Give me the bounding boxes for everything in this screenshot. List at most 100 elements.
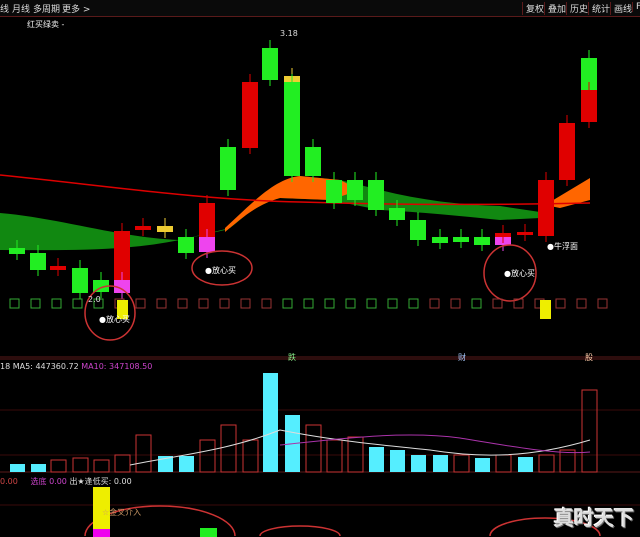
volume-bar (179, 456, 194, 472)
signal-square (9, 298, 20, 309)
candle (199, 203, 215, 237)
volume-bar (453, 454, 470, 473)
volume-bar (411, 455, 426, 472)
signal-square (576, 298, 587, 309)
signal-square (51, 298, 62, 309)
candle (114, 280, 130, 293)
candle (581, 58, 597, 90)
volume-bar (538, 454, 555, 473)
highlight-circle (489, 517, 601, 537)
signal-square (30, 298, 41, 309)
signal-square (324, 298, 335, 309)
tab-monthly[interactable]: 月线 (12, 5, 31, 15)
candle (538, 180, 554, 236)
marker-cai: 财 (458, 353, 466, 362)
signal-square (345, 298, 356, 309)
volume-bar (369, 447, 384, 472)
candle (453, 237, 469, 242)
bottom-bar (93, 487, 110, 529)
candle (326, 180, 342, 203)
btn-fuquan[interactable]: 复权 (522, 2, 547, 15)
volume-bar (114, 454, 131, 473)
indicator-title: 红买绿卖 - (27, 20, 65, 29)
candle (157, 226, 173, 232)
signal-square (198, 298, 209, 309)
tab-more[interactable]: 更多 > (62, 5, 91, 15)
volume-bar (390, 450, 405, 472)
signal-square (219, 298, 230, 309)
highlight-circle (84, 505, 236, 537)
ma-line (0, 174, 591, 206)
signal-square (240, 298, 251, 309)
candle (9, 248, 25, 254)
volume-bar (135, 434, 152, 473)
candle (410, 220, 426, 240)
bottom-bar (200, 528, 217, 537)
btn-f[interactable]: F (632, 2, 640, 12)
signal-square (303, 298, 314, 309)
signal-square (156, 298, 167, 309)
signal-label: ●放心买 (99, 315, 130, 324)
volume-bar (199, 439, 216, 473)
btn-history[interactable]: 历史 (566, 2, 591, 15)
candle (242, 82, 258, 148)
ma-band-green (0, 176, 540, 251)
signal-square (93, 298, 104, 309)
candle (178, 237, 194, 253)
candle (389, 208, 405, 220)
candle (474, 237, 490, 245)
signal-square (282, 298, 293, 309)
signal-square (492, 298, 503, 309)
ma5-line (129, 429, 591, 466)
candle (262, 48, 278, 80)
highlight-circle (84, 285, 136, 341)
volume-bar (220, 424, 237, 473)
volume-bar (72, 457, 89, 473)
btn-draw[interactable]: 画线 (610, 2, 635, 15)
marker-gu: 股 (585, 353, 593, 362)
low-label: 2.0 (88, 295, 101, 304)
candle (72, 268, 88, 293)
volume-bar (242, 439, 259, 473)
candle (432, 237, 448, 243)
volume-bar (518, 457, 533, 472)
btn-stats[interactable]: 统计 (588, 2, 613, 15)
candle (517, 232, 533, 235)
signal-square (261, 298, 272, 309)
volume-bar (31, 464, 46, 472)
signal-square (135, 298, 146, 309)
candle (305, 147, 321, 176)
volume-bar (10, 464, 25, 472)
toolbar: 线 月线 多周期 更多 > 复权 叠加 历史 统计 画线 F (0, 0, 640, 17)
candle (581, 90, 597, 122)
highlight-circle (483, 244, 537, 302)
signal-square (177, 298, 188, 309)
candle (135, 226, 151, 230)
highlight-circle (191, 250, 253, 286)
volume-bar (50, 459, 67, 473)
volume-bar (305, 424, 322, 473)
signal-square (597, 298, 608, 309)
volume-header: 18 MA5: 447360.72 MA10: 347108.50 (0, 362, 153, 371)
signal-bar (540, 300, 551, 319)
candle (559, 123, 575, 180)
ma10-line (279, 434, 591, 454)
candle (220, 147, 236, 190)
signal-label: ●放心买 (504, 269, 535, 278)
volume-bar (326, 439, 343, 473)
volume-bar (581, 389, 598, 473)
btn-overlay[interactable]: 叠加 (544, 2, 569, 15)
volume-bar (495, 454, 512, 473)
bottom-header: 0.00 选底 0.00 出★逢低买: 0.00 (0, 477, 132, 486)
volume-bar (158, 456, 173, 472)
volume-bar (475, 458, 490, 472)
tab-multi-period[interactable]: 多周期 (33, 5, 61, 15)
candle (347, 180, 363, 200)
signal-label: ●牛浮面 (547, 242, 578, 251)
signal-square (72, 298, 83, 309)
volume-bar (559, 449, 576, 473)
signal-square (471, 298, 482, 309)
tab-period[interactable]: 线 (0, 5, 10, 15)
signal-square (366, 298, 377, 309)
